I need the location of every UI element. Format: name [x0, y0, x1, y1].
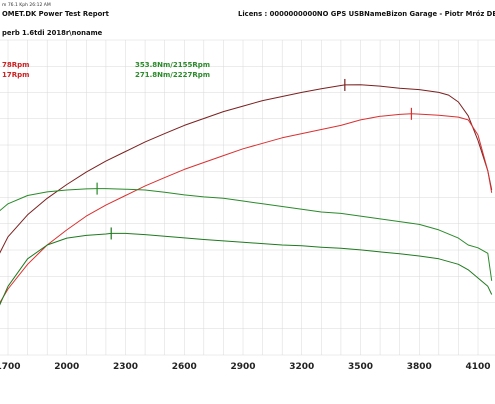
peak-label-torque-after: 353.8Nm/2155Rpm [135, 61, 210, 69]
report-title: OMET.DK Power Test Report [2, 10, 110, 18]
x-tick-label: 2600 [172, 362, 197, 372]
peak-label-torque-before: 271.8Nm/2227Rpm [135, 71, 210, 79]
peak-label-power-before: 17Rpm [2, 71, 29, 79]
series-layer [0, 78, 493, 306]
x-tick-label: 3800 [407, 362, 432, 372]
series-line-power_after [0, 84, 493, 254]
peak-label-power-after: 78Rpm [2, 61, 29, 69]
series-line-torque_before [0, 232, 493, 306]
chart-grid [0, 39, 495, 356]
x-tick-label: 2000 [54, 362, 79, 372]
x-tick-label: 4100 [465, 362, 490, 372]
x-axis-ticks: 1700 2000 2300 2600 2900 3200 3500 3800 4100 [0, 362, 491, 372]
license-line: Licens : 0000000000NO GPS USBNameBizon G… [238, 10, 495, 18]
x-tick-label: 3200 [289, 362, 314, 372]
x-tick-label: 1700 [0, 362, 21, 372]
x-tick-label: 3500 [348, 362, 373, 372]
x-tick-label: 2300 [113, 362, 138, 372]
vehicle-name: perb 1.6tdi 2018r\noname [2, 29, 103, 37]
series-line-torque_after [0, 188, 493, 281]
x-tick-label: 2900 [230, 362, 255, 372]
series-line-power_before [0, 113, 493, 304]
header-small-line: m 76.1 Kph 26:12 AM [2, 2, 51, 8]
